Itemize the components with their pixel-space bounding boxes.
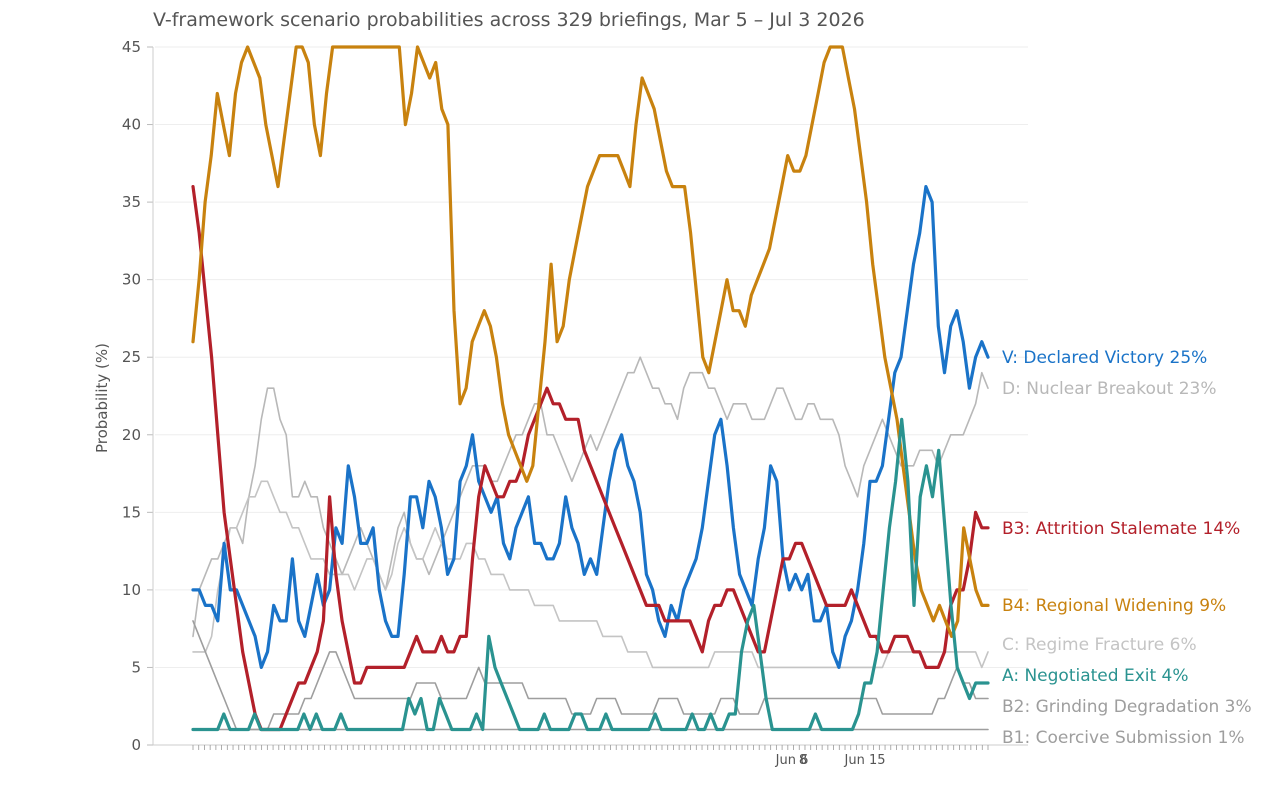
gridlines xyxy=(155,46,1028,668)
series-end-labels: V: Declared Victory 25% D: Nuclear Breako… xyxy=(1002,348,1252,748)
y-tick-label: 20 xyxy=(122,426,141,444)
series-end-label: A: Negotiated Exit 4% xyxy=(1002,666,1189,686)
y-axis-label: Probability (%) xyxy=(93,343,111,453)
series-end-label: D: Nuclear Breakout 23% xyxy=(1002,379,1216,399)
axes: 0 5 10 15 20 25 30 35 40 45 xyxy=(122,38,1028,754)
series-line-6 xyxy=(192,620,989,731)
y-tick-label: 0 xyxy=(131,736,141,754)
x-tick-label: Jun 15 xyxy=(844,753,886,768)
series-line-0 xyxy=(191,185,990,670)
series-end-label: B1: Coercive Submission 1% xyxy=(1002,728,1245,748)
y-tick-label: 25 xyxy=(122,348,141,366)
x-tick-label: Jun 6 xyxy=(775,753,809,768)
series-lines xyxy=(191,45,990,732)
series-line-5 xyxy=(191,417,990,732)
series-end-label: C: Regime Fracture 6% xyxy=(1002,635,1197,655)
x-axis-ticks: Jun 68 Jun 15 xyxy=(192,745,989,768)
series-end-label: B4: Regional Widening 9% xyxy=(1002,596,1226,616)
y-tick-label: 30 xyxy=(122,271,141,289)
y-tick-label: 35 xyxy=(122,193,141,211)
y-tick-label: 15 xyxy=(122,503,141,521)
series-end-label: V: Declared Victory 25% xyxy=(1002,348,1207,368)
series-line-2 xyxy=(191,185,990,732)
x-tick-label: 8 xyxy=(799,753,807,768)
y-tick-label: 40 xyxy=(122,116,141,134)
y-tick-label: 10 xyxy=(122,581,141,599)
series-line-3 xyxy=(191,45,990,639)
series-end-label: B2: Grinding Degradation 3% xyxy=(1002,697,1252,717)
y-tick-label: 5 xyxy=(131,658,141,676)
y-tick-label: 45 xyxy=(122,38,141,56)
chart-title: V-framework scenario probabilities acros… xyxy=(153,9,865,31)
series-end-label: B3: Attrition Stalemate 14% xyxy=(1002,519,1240,539)
series-line-1 xyxy=(192,356,989,638)
